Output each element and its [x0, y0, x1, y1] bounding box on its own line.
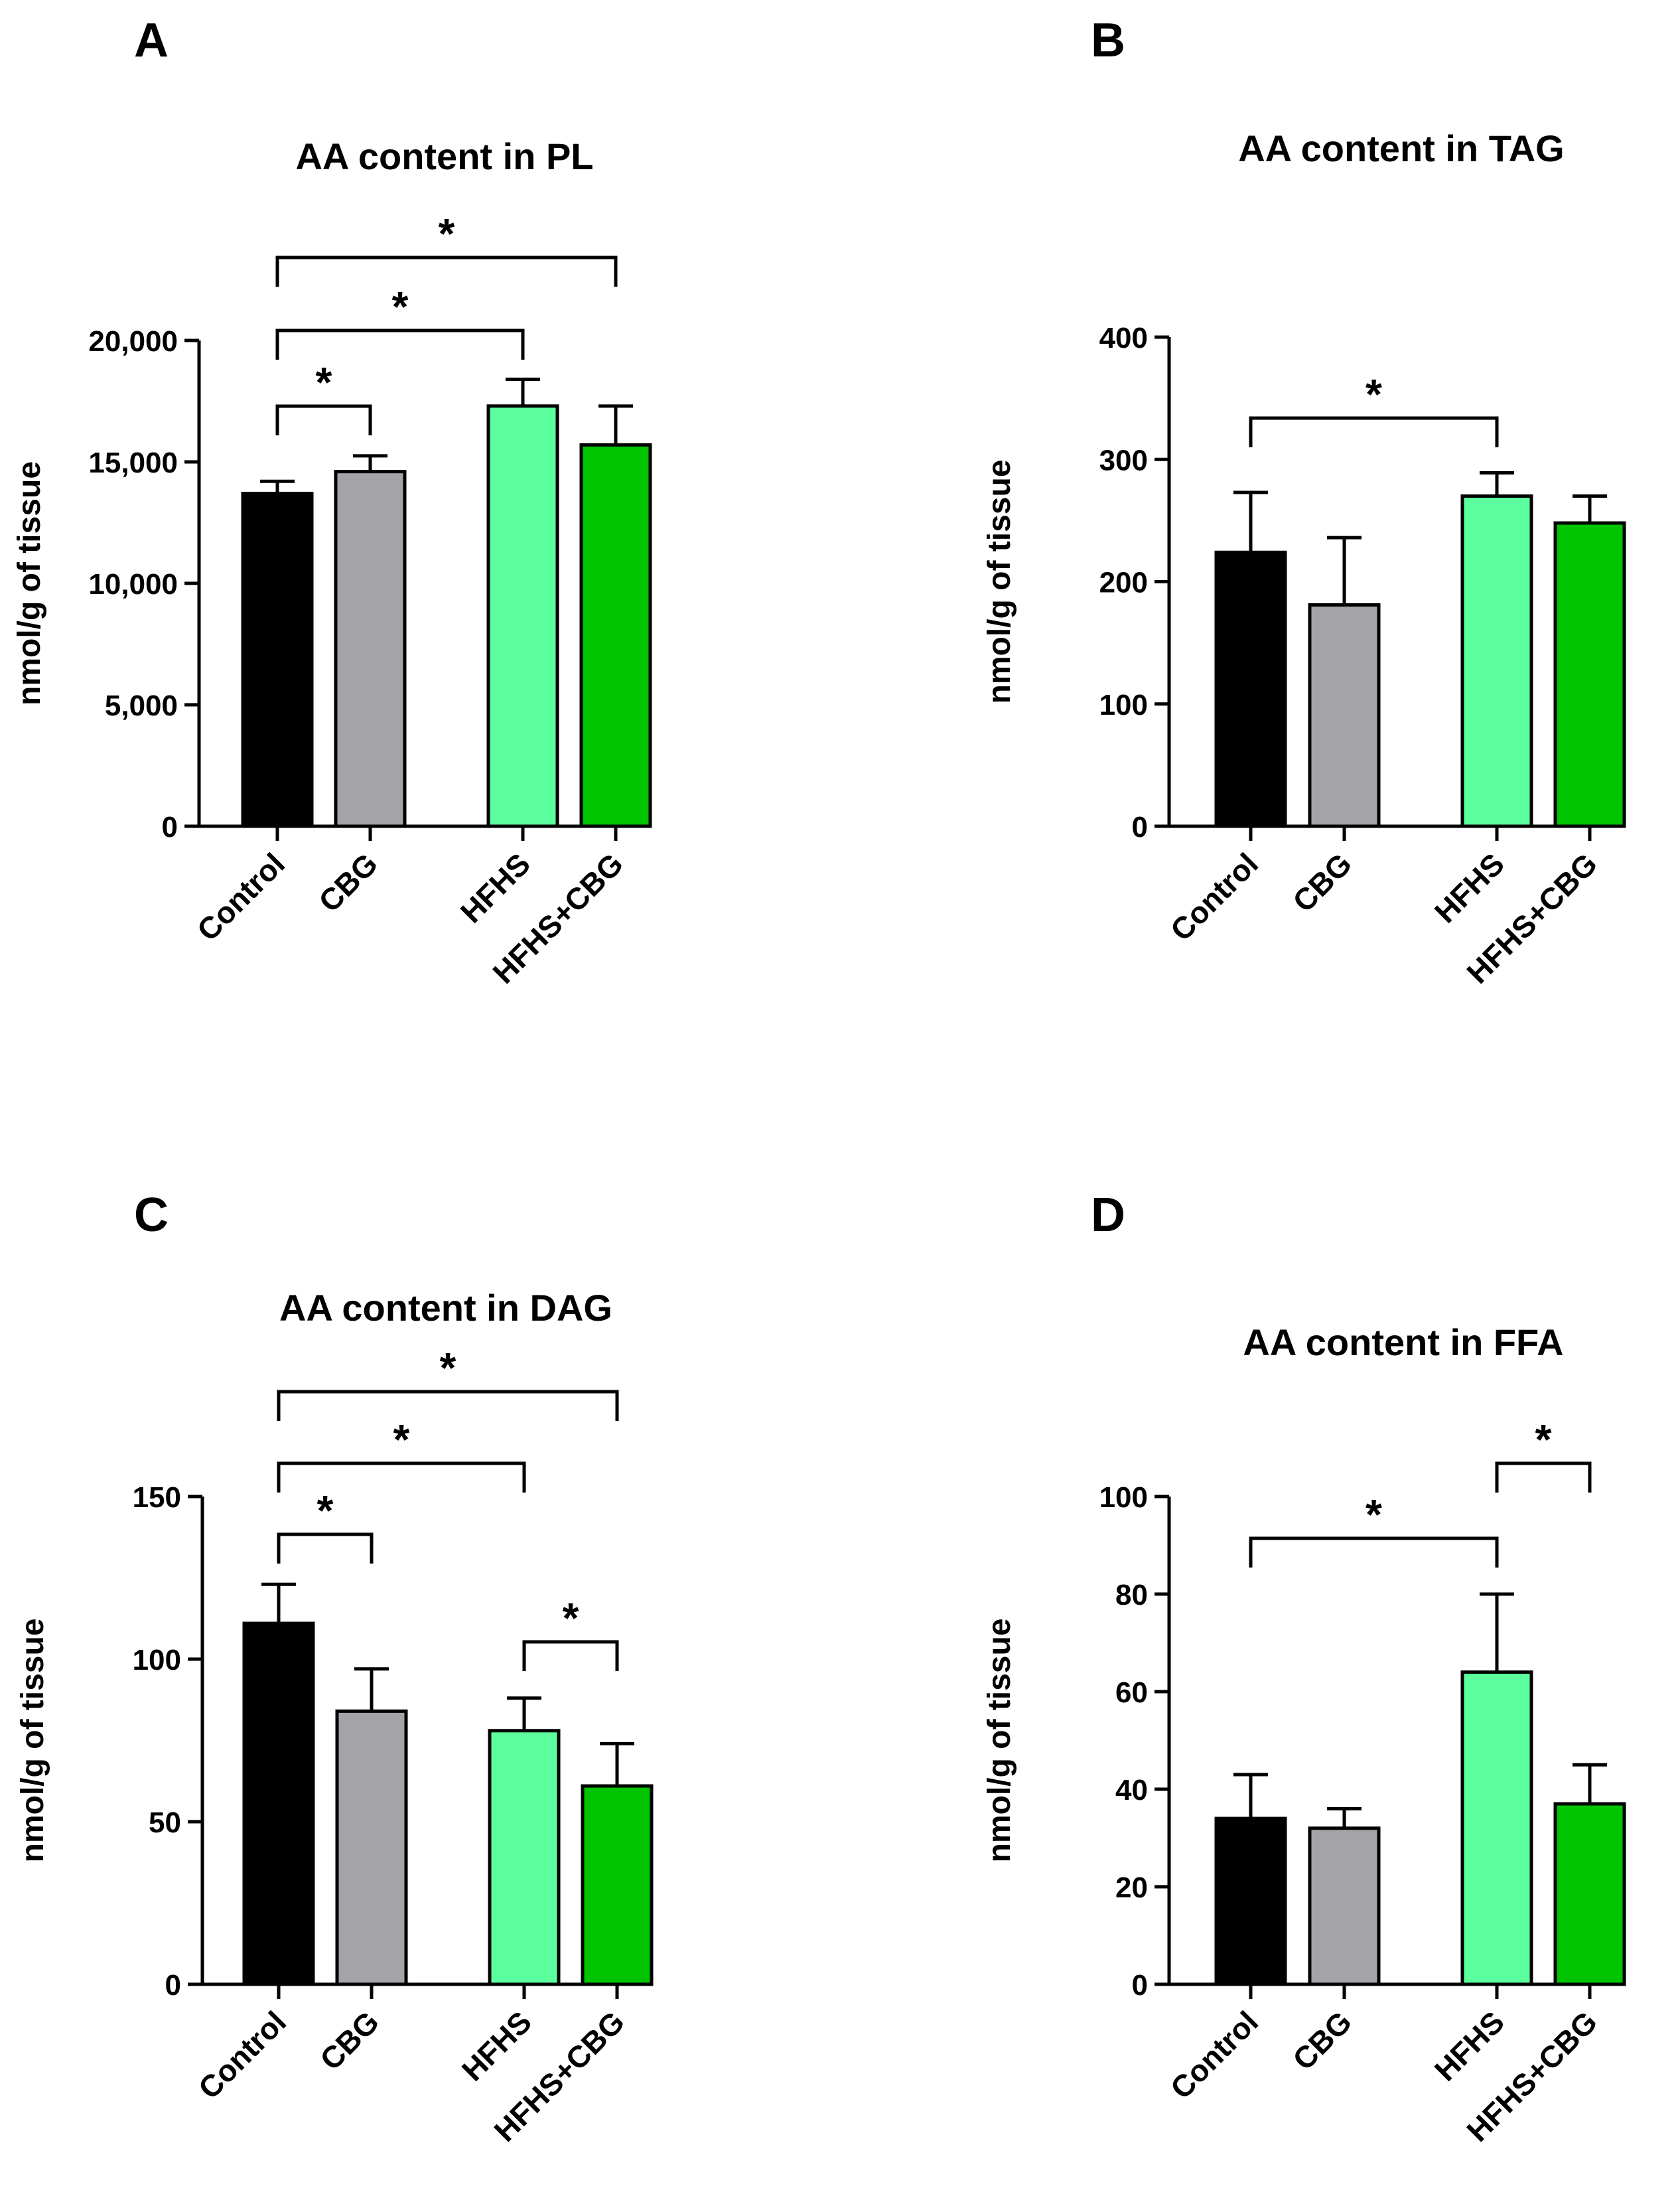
y-tick-label: 300	[1099, 444, 1148, 476]
y-tick-label: 100	[133, 1644, 181, 1676]
panel-d: D AA content in FFA 0 20 40 60 80 100 nmol/g of …	[982, 1189, 1626, 2148]
y-tick-label: 0	[1132, 811, 1148, 843]
y-tick-label: 60	[1115, 1676, 1148, 1709]
panel-letter: B	[1091, 14, 1125, 67]
x-tick-label: HFHS	[454, 846, 537, 929]
y-tick-label: 80	[1115, 1579, 1148, 1611]
y-tick-label: 15,000	[88, 447, 178, 479]
significance-bracket	[1249, 416, 1499, 447]
panel-b: B AA content in TAG 0 100 200 300 400 nmol/g of…	[982, 14, 1626, 990]
bar-hfhs	[1460, 1670, 1533, 1986]
y-axis-label: nmol/g of tissue	[15, 1618, 50, 1862]
significance-label: *	[392, 283, 409, 330]
significance-label: *	[1535, 1416, 1552, 1463]
significance-bracket	[275, 329, 525, 360]
bar-hfhs-cbg	[581, 1784, 654, 1986]
bar-hfhs	[488, 1729, 561, 1986]
panel-letter: C	[134, 1189, 169, 1242]
x-tick-label: CBG	[1286, 846, 1358, 918]
chart-title: AA content in FFA	[1243, 1321, 1563, 1363]
bar-control	[1214, 550, 1287, 828]
x-tick-label: CBG	[313, 2004, 385, 2077]
significance-bracket	[275, 256, 618, 287]
significance-label: *	[316, 358, 332, 406]
significance-bracket	[277, 1532, 374, 1564]
bar-hfhs-cbg	[1553, 1802, 1626, 1986]
significance-label: *	[317, 1487, 334, 1534]
panel-letter: A	[134, 14, 169, 67]
y-tick-label: 50	[149, 1806, 181, 1839]
y-axis-label: nmol/g of tissue	[982, 459, 1017, 703]
significance-bracket	[277, 1390, 619, 1421]
significance-label: *	[563, 1594, 579, 1642]
significance-label: *	[440, 1344, 456, 1392]
x-tick-label: Control	[190, 846, 291, 947]
y-tick-label: 150	[133, 1481, 181, 1514]
bar-cbg	[334, 470, 407, 828]
panel-a: A AA content in PL 0 5,000 10,000 15,000 20,00…	[12, 14, 652, 990]
bar-hfhs	[1460, 494, 1533, 828]
bar-cbg	[1308, 1826, 1381, 1986]
significance-label: *	[393, 1416, 410, 1463]
bar-hfhs-cbg	[579, 443, 652, 828]
significance-label: *	[439, 210, 455, 257]
bar-hfhs-cbg	[1553, 521, 1626, 828]
y-tick-label: 100	[1099, 689, 1148, 721]
bar-control	[242, 1621, 315, 1986]
x-tick-label: CBG	[312, 846, 384, 918]
significance-bracket	[275, 404, 372, 435]
significance-label: *	[1365, 1491, 1382, 1538]
x-tick-label: Control	[1164, 2004, 1265, 2105]
y-tick-label: 0	[165, 1969, 181, 2002]
bar-cbg	[335, 1709, 408, 1986]
significance-bracket	[277, 1461, 526, 1493]
chart-title: AA content in PL	[295, 135, 593, 177]
bar-cbg	[1308, 603, 1381, 828]
significance-bracket	[522, 1640, 619, 1671]
significance-label: *	[1365, 370, 1382, 418]
y-tick-label: 400	[1099, 322, 1148, 354]
x-tick-label: HFHS	[1428, 846, 1511, 929]
y-tick-label: 5,000	[105, 690, 178, 722]
y-axis-label: nmol/g of tissue	[982, 1618, 1017, 1862]
x-tick-label: CBG	[1286, 2004, 1358, 2077]
y-tick-label: 20,000	[88, 325, 178, 358]
bar-hfhs	[486, 404, 559, 828]
significance-bracket	[1495, 1461, 1592, 1493]
panel-letter: D	[1091, 1189, 1125, 1242]
chart-title: AA content in TAG	[1238, 127, 1565, 169]
y-tick-label: 20	[1115, 1871, 1148, 1904]
bar-control	[241, 492, 314, 828]
bar-control	[1214, 1816, 1287, 1986]
x-tick-label: Control	[1164, 846, 1265, 947]
y-tick-label: 100	[1099, 1481, 1148, 1514]
y-tick-label: 0	[162, 811, 178, 843]
y-tick-label: 200	[1099, 567, 1148, 599]
x-tick-label: HFHS	[455, 2004, 538, 2087]
chart-title: AA content in DAG	[279, 1287, 612, 1329]
x-tick-label: HFHS	[1428, 2004, 1511, 2087]
y-axis-label: nmol/g of tissue	[12, 461, 47, 705]
x-tick-label: Control	[192, 2004, 293, 2105]
y-tick-label: 0	[1132, 1969, 1148, 2002]
panel-c: C AA content in DAG 0 50 100 150 nmol/g of tis…	[15, 1189, 654, 2148]
significance-bracket	[1249, 1536, 1499, 1568]
y-tick-label: 10,000	[88, 568, 178, 601]
y-tick-label: 40	[1115, 1774, 1148, 1806]
